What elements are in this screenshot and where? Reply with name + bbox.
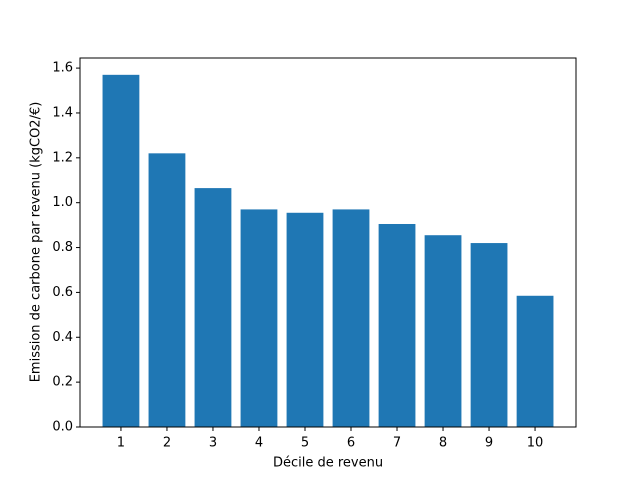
y-tick-label: 1.4	[52, 105, 73, 120]
x-tick-label: 4	[255, 436, 263, 451]
y-tick-label: 0.8	[52, 240, 73, 255]
y-tick-label: 1.2	[52, 150, 73, 165]
y-tick-label: 1.6	[52, 61, 73, 76]
bar	[286, 212, 324, 427]
x-tick-label: 3	[209, 436, 217, 451]
x-tick-label: 2	[163, 436, 171, 451]
x-axis-label: Décile de revenu	[273, 456, 383, 471]
y-tick-label: 0.0	[52, 420, 73, 435]
y-tick-label: 0.2	[52, 375, 73, 390]
bar	[378, 223, 416, 427]
y-tick-label: 1.0	[52, 195, 73, 210]
y-tick-label: 0.6	[52, 285, 73, 300]
x-tick-label: 10	[527, 436, 544, 451]
bar	[102, 74, 140, 428]
bar	[332, 209, 370, 427]
bar	[470, 243, 508, 427]
x-tick-label: 5	[301, 436, 309, 451]
bar	[148, 153, 186, 427]
y-axis-label: Emission de carbone par revenu (kgCO2/€)	[29, 102, 44, 383]
x-tick-label: 8	[439, 436, 447, 451]
bar	[240, 209, 278, 427]
bar	[516, 295, 554, 427]
plot-frame	[79, 57, 577, 428]
bar	[424, 235, 462, 427]
x-tick-label: 6	[347, 436, 355, 451]
x-tick-label: 9	[485, 436, 493, 451]
bar	[194, 188, 232, 427]
x-tick-label: 1	[117, 436, 125, 451]
y-tick-label: 0.4	[52, 330, 73, 345]
x-tick-label: 7	[393, 436, 401, 451]
